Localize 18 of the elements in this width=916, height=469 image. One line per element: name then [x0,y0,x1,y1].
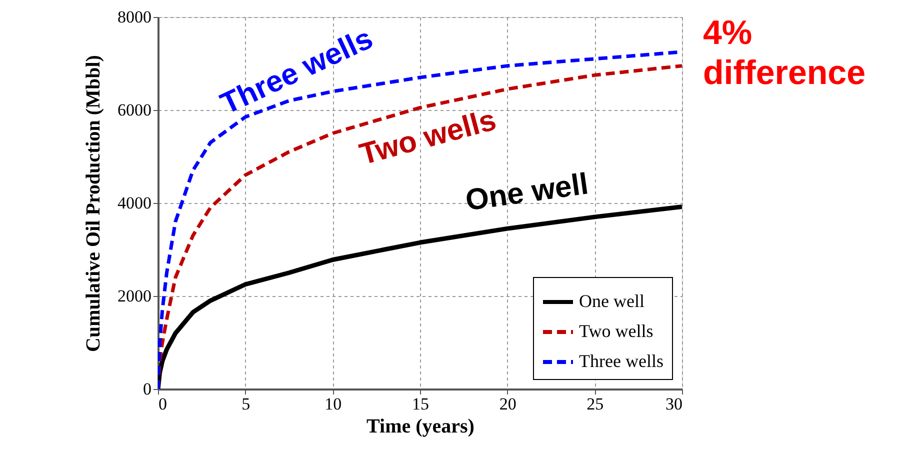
y-tick-label: 0 [143,380,152,398]
x-tick-label: 15 [412,394,429,414]
y-tick-label: 2000 [118,286,152,306]
y-tick-label: 6000 [118,100,152,120]
x-tick-label: 25 [586,394,604,414]
x-tick-label: 5 [242,394,250,414]
x-tick-label: 20 [499,394,516,414]
x-tick-label: 0 [158,394,167,414]
legend-label: One well [579,291,644,311]
x-tick-label: 10 [324,394,342,414]
x-axis-title: Time (years) [366,416,474,438]
x-tick-label: 30 [666,394,682,414]
text: 4% difference [703,14,866,92]
legend-label: Two wells [579,321,654,341]
y-tick-label: 8000 [118,8,152,26]
legend-label: Three wells [579,351,664,371]
y-axis-title: Cumulative Oil Production (Mbbl) [82,55,104,352]
y-tick-label: 4000 [118,194,152,212]
